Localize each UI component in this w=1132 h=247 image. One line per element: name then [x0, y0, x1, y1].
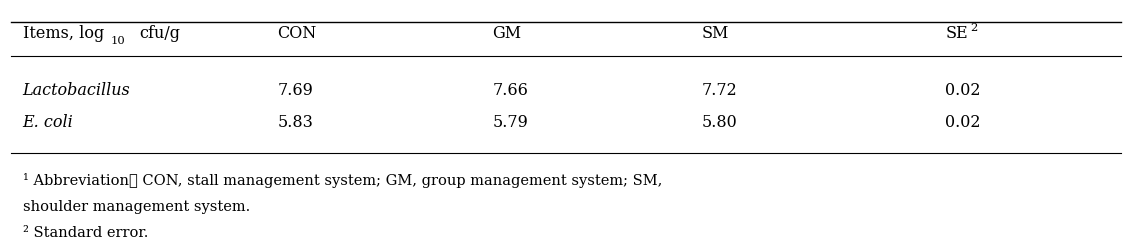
Text: SM: SM — [702, 25, 729, 42]
Text: 7.69: 7.69 — [277, 82, 314, 99]
Text: ² Standard error.: ² Standard error. — [23, 226, 148, 240]
Text: Items, log: Items, log — [23, 25, 104, 42]
Text: 7.66: 7.66 — [492, 82, 529, 99]
Text: 2: 2 — [970, 23, 977, 33]
Text: CON: CON — [277, 25, 317, 42]
Text: 5.83: 5.83 — [277, 114, 314, 131]
Text: 0.02: 0.02 — [945, 82, 980, 99]
Text: 10: 10 — [111, 37, 126, 46]
Text: 7.72: 7.72 — [702, 82, 738, 99]
Text: E. coli: E. coli — [23, 114, 74, 131]
Text: 5.80: 5.80 — [702, 114, 738, 131]
Text: 5.79: 5.79 — [492, 114, 529, 131]
Text: 0.02: 0.02 — [945, 114, 980, 131]
Text: Lactobacillus: Lactobacillus — [23, 82, 130, 99]
Text: ¹ Abbreviation： CON, stall management system; GM, group management system; SM,: ¹ Abbreviation： CON, stall management sy… — [23, 173, 662, 188]
Text: shoulder management system.: shoulder management system. — [23, 201, 250, 214]
Text: GM: GM — [492, 25, 522, 42]
Text: cfu/g: cfu/g — [139, 25, 180, 42]
Text: SE: SE — [945, 25, 968, 42]
